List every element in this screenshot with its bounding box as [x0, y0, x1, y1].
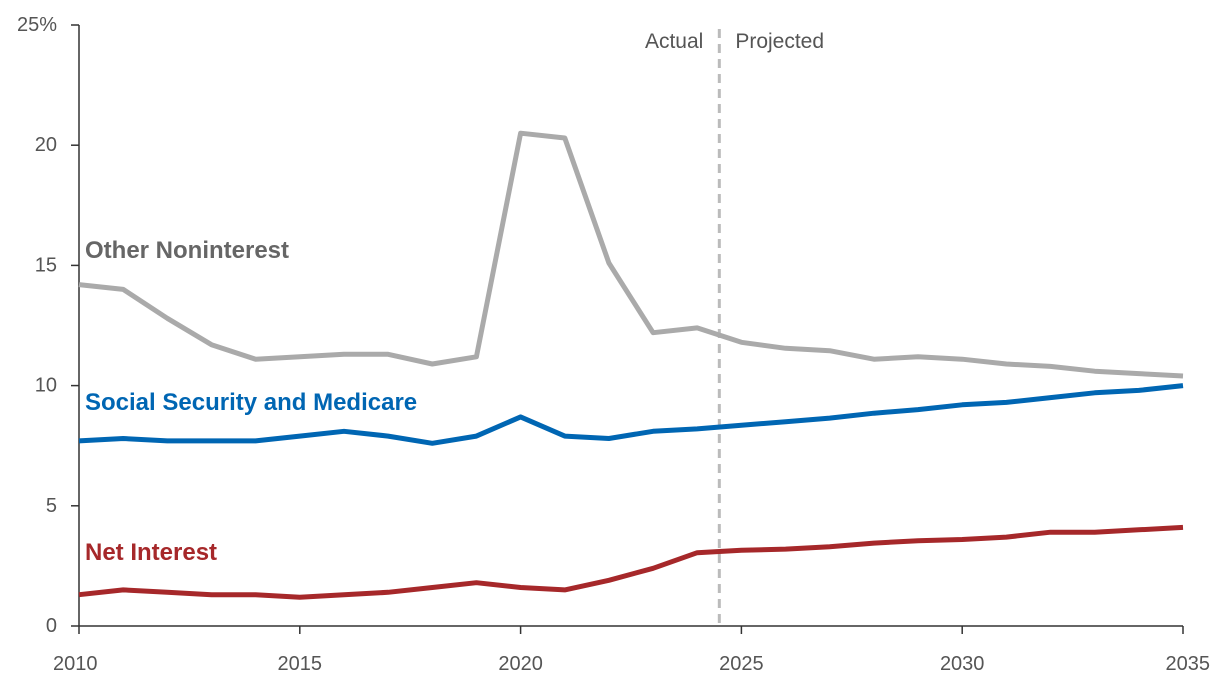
x-tick-label: 2010 — [53, 653, 98, 675]
series-line-net-interest — [78, 524, 1184, 600]
y-axis-ticks: 0 5 10 15 20 25% — [17, 14, 79, 637]
y-tick-label: 10 — [35, 375, 57, 397]
y-tick-label: 25% — [17, 14, 57, 36]
projected-label: Projected — [735, 30, 824, 53]
y-tick-label: 20 — [35, 134, 57, 156]
x-tick-label: 2020 — [498, 653, 543, 675]
series-lines — [78, 130, 1184, 600]
series-line-other-noninterest — [78, 130, 1184, 379]
series-label-net-interest: Net Interest — [85, 539, 217, 566]
y-tick-label: 15 — [35, 254, 57, 276]
actual-label: Actual — [645, 30, 703, 53]
x-tick-label: 2025 — [719, 653, 764, 675]
axes — [78, 25, 1183, 627]
y-tick-label: 0 — [46, 615, 57, 637]
x-axis-ticks: 2010 2015 2020 2025 2030 2035 — [53, 626, 1210, 675]
actual-projected-divider: Actual Projected — [645, 29, 824, 626]
series-label-other-noninterest: Other Noninterest — [85, 237, 289, 264]
series-line-social-security-and-medicare — [78, 383, 1184, 446]
series-labels: Other Noninterest Social Security and Me… — [85, 237, 417, 566]
y-tick-label: 5 — [46, 495, 57, 517]
x-tick-label: 2035 — [1166, 653, 1211, 675]
x-tick-label: 2015 — [278, 653, 323, 675]
series-label-social-security-medicare: Social Security and Medicare — [85, 389, 417, 416]
x-tick-label: 2030 — [940, 653, 985, 675]
